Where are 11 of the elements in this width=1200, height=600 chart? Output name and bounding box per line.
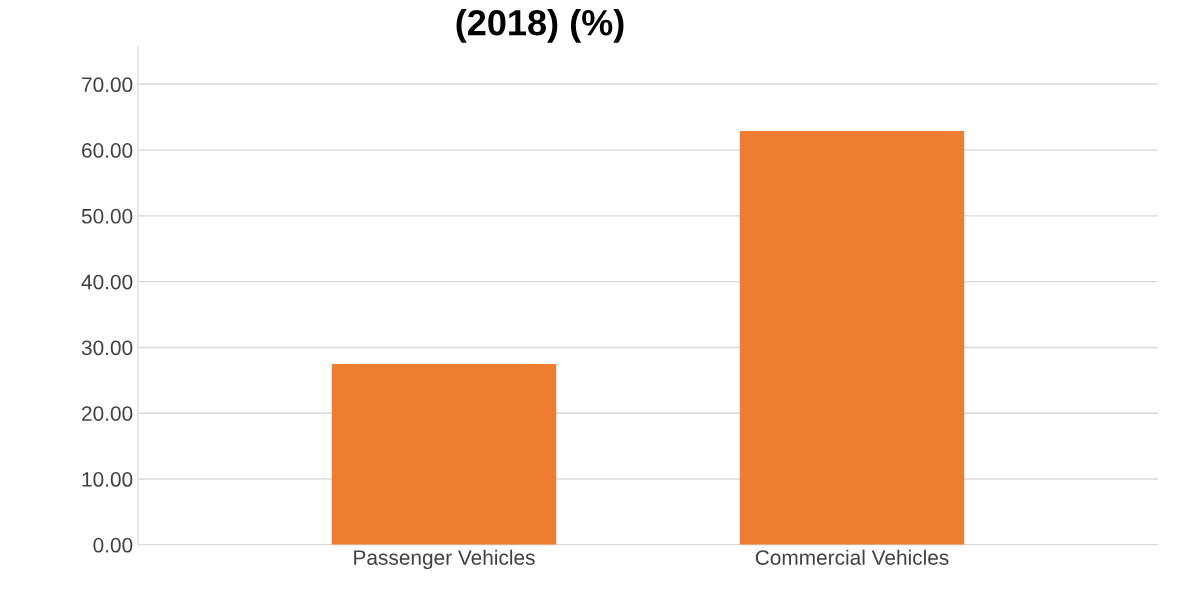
y-tick-label: 30.00	[81, 340, 133, 356]
y-tick-label: 0.00	[93, 537, 133, 553]
y-tick-label: 50.00	[81, 208, 133, 224]
y-tick-label: 20.00	[82, 406, 133, 421]
y-tick-label: 70.00	[82, 77, 133, 93]
y-tick-label: 60.00	[82, 143, 133, 158]
y-tick-label: 40.00	[81, 274, 133, 290]
x-tick-label: Passenger Vehicles	[354, 549, 535, 570]
chart-title: (2018) (%)	[456, 9, 624, 43]
x-tick-label: Commercial Vehicles	[755, 549, 949, 565]
y-tick-label: 10.00	[82, 472, 133, 487]
